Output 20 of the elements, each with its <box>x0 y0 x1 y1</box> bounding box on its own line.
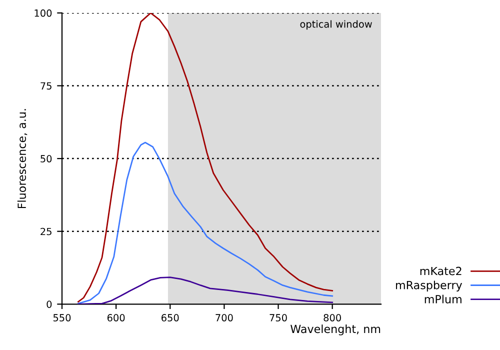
y-tick-label: 0 <box>46 300 52 308</box>
y-tick-label: 100 <box>34 9 52 17</box>
y-tick-label: 50 <box>40 155 52 162</box>
line-series <box>78 142 334 304</box>
y-tick-label: 25 <box>40 228 52 236</box>
x-tick-label: 600 <box>107 314 125 322</box>
x-tick-label: 800 <box>324 314 341 322</box>
line-series <box>78 276 334 304</box>
x-tick-label: 550 <box>53 314 71 322</box>
legend-label: mKate2 <box>420 266 462 276</box>
y-tick-label: 75 <box>40 82 52 90</box>
line-series <box>78 12 334 303</box>
x-axis-title: Wavelenght, nm <box>290 324 380 336</box>
band-label: optical window <box>300 20 372 30</box>
x-tick-label: 700 <box>216 314 233 322</box>
y-axis-title: Fluorescence, a.u. <box>17 109 28 208</box>
x-tick-label: 750 <box>270 314 287 322</box>
x-tick-label: 650 <box>162 314 179 322</box>
legend-label: mPlum <box>424 294 462 304</box>
legend-label: mRaspberry <box>396 280 462 292</box>
